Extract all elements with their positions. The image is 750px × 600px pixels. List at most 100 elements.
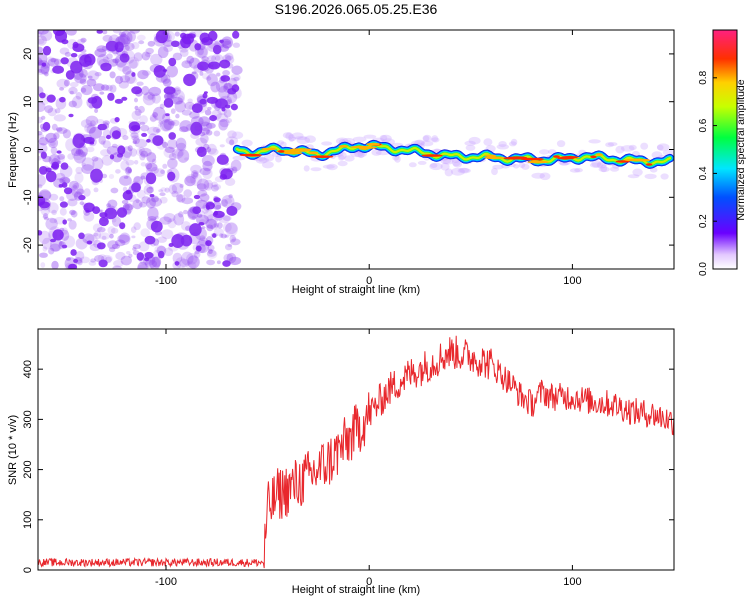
noise-blob [126, 251, 131, 255]
noise-blob [96, 45, 108, 53]
noise-blob [91, 156, 99, 162]
ridge-halo [380, 134, 392, 143]
noise-blob [119, 222, 126, 230]
noise-blob [67, 218, 72, 222]
noise-blob [154, 34, 165, 43]
top-x-ticks: -100 0 100 [155, 30, 582, 287]
noise-blob [114, 117, 120, 123]
noise-blob [195, 199, 209, 209]
noise-blob [42, 121, 51, 131]
ridge-halo [651, 151, 663, 159]
noise-blob [145, 47, 154, 55]
ridge-peak [261, 147, 277, 151]
noise-blob [132, 199, 143, 210]
noise-blob [206, 259, 216, 266]
noise-blob [47, 107, 57, 117]
noise-blob [193, 250, 201, 259]
noise-blob [51, 164, 57, 170]
noise-blob [45, 56, 56, 67]
noise-blob [206, 224, 214, 232]
noise-blob [111, 152, 123, 163]
noise-blob [38, 69, 45, 75]
noise-blob [166, 88, 177, 95]
noise-blob [118, 31, 126, 37]
noise-blob [198, 120, 210, 128]
noise-blob [170, 40, 180, 47]
noise-blob [59, 176, 71, 185]
noise-blob [176, 240, 190, 250]
noise-blob [94, 48, 107, 58]
ridge-halo [343, 155, 355, 162]
ridge-halo [337, 160, 348, 167]
noise-blob [134, 108, 142, 116]
noise-blob [214, 104, 221, 111]
noise-blob [158, 189, 164, 193]
noise-blob [80, 84, 93, 96]
noise-blob [198, 116, 211, 127]
noise-blob [192, 124, 200, 130]
noise-blob [40, 262, 46, 268]
noise-blob [196, 178, 210, 192]
noise-blob [204, 34, 212, 40]
noise-blob [216, 72, 221, 77]
noise-blob [168, 153, 177, 161]
noise-blob [40, 126, 49, 133]
noise-blob [59, 196, 65, 202]
noise-blob [129, 148, 138, 157]
noise-blob [48, 247, 55, 255]
noise-blob [140, 150, 148, 158]
noise-blob [154, 245, 166, 254]
ridge-peak [530, 160, 540, 163]
noise-blob [177, 149, 190, 163]
noise-blob [214, 176, 224, 183]
noise-blob [86, 125, 96, 134]
ridge-halo [591, 160, 602, 168]
noise-blob [223, 108, 232, 118]
noise-blob [127, 168, 132, 174]
noise-blob [190, 172, 203, 186]
noise-blob [151, 158, 157, 164]
noise-blob [130, 132, 139, 139]
ridge-peak [239, 153, 262, 157]
noise-blob [220, 233, 227, 239]
noise-blob [151, 166, 159, 174]
noise-blob [147, 126, 160, 136]
noise-blob [140, 124, 150, 132]
ridge-peak [503, 157, 524, 160]
noise-blob [123, 44, 130, 52]
noise-blob [118, 80, 129, 89]
noise-blob [168, 57, 177, 67]
noise-blob [206, 182, 213, 189]
noise-blob [65, 138, 77, 152]
noise-blob [40, 204, 51, 216]
ridge-halo [294, 136, 308, 141]
noise-blob [111, 216, 122, 227]
ridge-halo [417, 160, 427, 165]
noise-blob [110, 187, 119, 194]
noise-blob [163, 213, 176, 223]
noise-blob [157, 123, 162, 127]
ridge-halo [588, 139, 601, 144]
noise-blob [196, 146, 207, 158]
noise-blob [174, 261, 180, 266]
noise-blob [147, 216, 157, 222]
noise-blob [97, 227, 106, 233]
noise-blob [46, 94, 56, 103]
noise-blob [138, 147, 152, 157]
noise-blob [213, 103, 219, 108]
noise-blob [125, 209, 132, 215]
noise-blob [121, 199, 129, 205]
noise-blob [231, 65, 243, 75]
ridge-halo [288, 134, 295, 142]
noise-blob [104, 207, 118, 220]
ridge-peak [277, 150, 285, 153]
noise-blob [96, 209, 103, 214]
noise-blob [184, 60, 190, 65]
noise-blob [202, 92, 208, 99]
noise-blob [171, 234, 185, 248]
noise-blob [89, 126, 102, 139]
noise-blob [117, 62, 130, 72]
bottom-y-tick-label: 0 [22, 567, 34, 573]
noise-blob [98, 259, 108, 268]
